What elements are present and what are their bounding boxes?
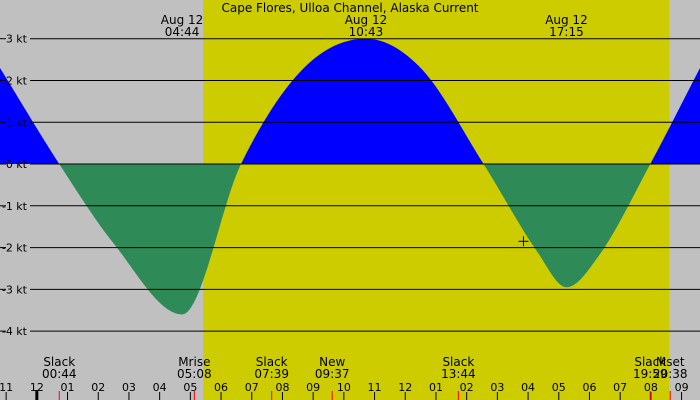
ebb-current-area	[0, 164, 700, 315]
y-tick-label: 3 kt	[6, 33, 28, 46]
hour-label: 06	[582, 381, 596, 394]
event-time: 07:39	[254, 367, 289, 381]
hour-label: 03	[122, 381, 136, 394]
y-axis: 3 kt 2 kt 1 kt 0 kt -1 kt -2 kt -3 kt -4 kt	[2, 33, 28, 338]
extremum-time: 04:44	[165, 25, 200, 39]
hour-label: 04	[521, 381, 535, 394]
current-areas	[0, 38, 700, 315]
y-tick-label: -1 kt	[2, 200, 28, 213]
hour-label: 03	[490, 381, 504, 394]
chart-title: Cape Flores, Ulloa Channel, Alaska Curre…	[221, 1, 478, 15]
event-time: 09:37	[315, 367, 350, 381]
hour-label: 07	[245, 381, 259, 394]
y-tick-label: 1 kt	[6, 116, 28, 129]
hour-label: 09	[306, 381, 320, 394]
extremum-date: Aug 12	[345, 13, 388, 27]
flood-current-area	[0, 38, 700, 165]
y-tick-label: -3 kt	[2, 283, 28, 296]
event-name: Slack	[634, 355, 666, 369]
event-name: Mset	[656, 355, 685, 369]
crosshair-marker	[518, 236, 529, 247]
hour-label: 04	[153, 381, 167, 394]
hour-label: 08	[275, 381, 289, 394]
y-tick-label: -2 kt	[2, 242, 28, 255]
hour-label: 12	[30, 381, 44, 394]
extremum-time: 10:43	[349, 25, 384, 39]
hour-axis: 11 12 01 02 03 04 05 06 07 08 09 10 11 12 01 02 03 04 05 06…	[0, 381, 689, 400]
event-labels: Slack00:44Mrise05:08Slack07:39New09:37Sl…	[42, 355, 688, 381]
hour-label: 01	[61, 381, 75, 394]
hour-label: 01	[429, 381, 443, 394]
extremum-date: Aug 12	[161, 13, 204, 27]
extremum-time: 17:15	[549, 25, 584, 39]
event-name: Slack	[256, 355, 288, 369]
event-time: 00:44	[42, 367, 77, 381]
y-tick-label: 2 kt	[6, 74, 28, 87]
y-tick-label: 0 kt	[6, 158, 28, 171]
hour-label: 08	[644, 381, 658, 394]
event-name: Slack	[43, 355, 75, 369]
event-name: Mrise	[178, 355, 210, 369]
event-time: 05:08	[177, 367, 212, 381]
hour-label: 05	[183, 381, 197, 394]
hour-label: 02	[91, 381, 105, 394]
hour-label: 12	[398, 381, 412, 394]
event-name: New	[319, 355, 345, 369]
extremum-date: Aug 12	[545, 13, 588, 27]
hour-label: 09	[675, 381, 689, 394]
event-name: Slack	[442, 355, 474, 369]
event-time: 13:44	[441, 367, 476, 381]
hour-label: 10	[337, 381, 351, 394]
hour-label: 11	[0, 381, 13, 394]
grid-lines	[0, 38, 700, 332]
event-time: 20:38	[653, 367, 688, 381]
y-tick-label: -4 kt	[2, 325, 28, 338]
hour-label: 11	[368, 381, 382, 394]
hour-label: 05	[552, 381, 566, 394]
hour-label: 06	[214, 381, 228, 394]
hour-label: 02	[460, 381, 474, 394]
hour-label: 07	[613, 381, 627, 394]
event-time: 19:59	[633, 367, 668, 381]
